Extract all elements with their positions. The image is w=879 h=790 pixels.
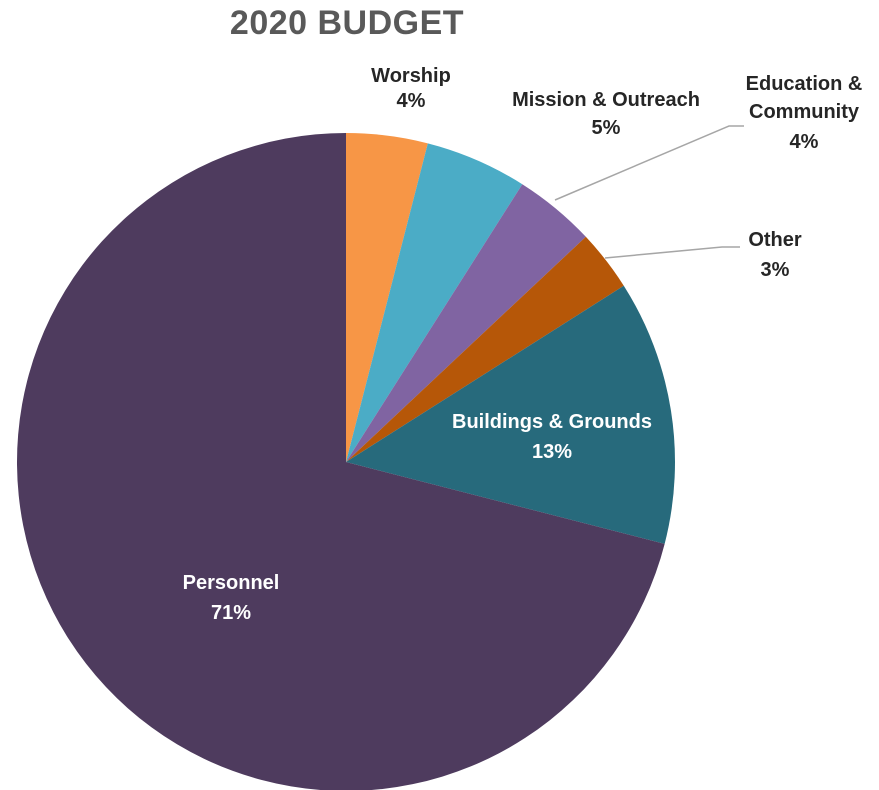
pie-slice-worship xyxy=(346,133,428,462)
leader-line xyxy=(554,125,744,201)
pie-slice-mission-outreach xyxy=(346,143,523,462)
data-label-buildings-grounds: Buildings & Grounds 13% xyxy=(452,411,652,463)
leader-line xyxy=(604,246,740,259)
pie-slice-other xyxy=(346,236,624,462)
data-label-education-community: Education & Community 4% xyxy=(746,73,863,153)
data-label-personnel: Personnel 71% xyxy=(183,572,280,624)
data-label-other: Other 3% xyxy=(748,229,802,281)
data-label-mission-outreach: Mission & Outreach 5% xyxy=(512,89,700,139)
pie-slice-education-community xyxy=(346,184,586,462)
chart-title: 2020 BUDGET xyxy=(229,4,465,42)
pie-slice-personnel xyxy=(17,133,665,790)
pie-slice-buildings-grounds xyxy=(346,285,675,544)
data-label-worship: Worship 4% xyxy=(371,65,451,112)
